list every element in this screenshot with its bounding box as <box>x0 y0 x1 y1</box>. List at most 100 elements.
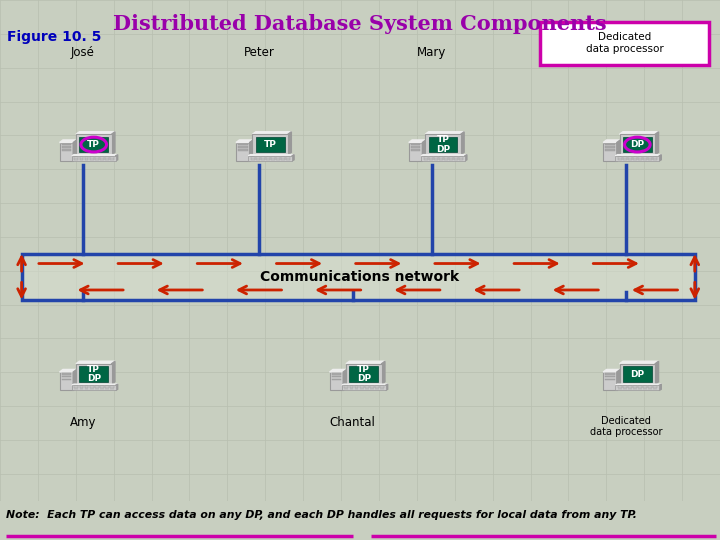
FancyBboxPatch shape <box>84 157 89 158</box>
FancyBboxPatch shape <box>633 157 637 158</box>
FancyBboxPatch shape <box>76 364 112 384</box>
FancyBboxPatch shape <box>330 372 343 390</box>
FancyBboxPatch shape <box>459 157 463 158</box>
Polygon shape <box>60 140 76 143</box>
FancyBboxPatch shape <box>94 388 99 389</box>
Text: DP: DP <box>630 140 644 149</box>
FancyBboxPatch shape <box>454 158 458 159</box>
FancyBboxPatch shape <box>79 158 84 159</box>
FancyBboxPatch shape <box>643 388 647 389</box>
FancyBboxPatch shape <box>84 159 89 160</box>
FancyBboxPatch shape <box>109 159 114 160</box>
FancyBboxPatch shape <box>354 387 359 388</box>
FancyBboxPatch shape <box>62 144 71 145</box>
Polygon shape <box>603 140 620 143</box>
FancyBboxPatch shape <box>369 387 374 388</box>
FancyBboxPatch shape <box>74 158 78 159</box>
Text: Amy: Amy <box>70 416 96 429</box>
FancyBboxPatch shape <box>428 158 433 159</box>
Polygon shape <box>292 154 294 161</box>
FancyBboxPatch shape <box>444 158 448 159</box>
FancyBboxPatch shape <box>276 157 280 158</box>
Polygon shape <box>620 361 659 364</box>
FancyBboxPatch shape <box>0 501 720 540</box>
FancyBboxPatch shape <box>99 386 104 387</box>
FancyBboxPatch shape <box>276 158 280 159</box>
FancyBboxPatch shape <box>74 387 78 388</box>
Polygon shape <box>346 361 385 364</box>
Polygon shape <box>116 384 117 390</box>
Text: TP: TP <box>87 140 100 149</box>
FancyBboxPatch shape <box>428 159 433 160</box>
Polygon shape <box>76 361 115 364</box>
FancyBboxPatch shape <box>349 366 378 382</box>
FancyBboxPatch shape <box>379 388 384 389</box>
FancyBboxPatch shape <box>540 22 709 65</box>
FancyBboxPatch shape <box>428 137 457 152</box>
FancyBboxPatch shape <box>261 159 265 160</box>
FancyBboxPatch shape <box>423 157 428 158</box>
FancyBboxPatch shape <box>628 159 632 160</box>
FancyBboxPatch shape <box>261 157 265 158</box>
FancyBboxPatch shape <box>332 376 341 377</box>
FancyBboxPatch shape <box>104 159 109 160</box>
FancyBboxPatch shape <box>379 387 384 388</box>
Text: TP
DP: TP DP <box>356 364 371 383</box>
FancyBboxPatch shape <box>616 386 660 390</box>
FancyBboxPatch shape <box>79 386 84 387</box>
FancyBboxPatch shape <box>344 387 348 388</box>
FancyBboxPatch shape <box>438 159 443 160</box>
FancyBboxPatch shape <box>618 387 622 388</box>
FancyBboxPatch shape <box>109 387 114 388</box>
FancyBboxPatch shape <box>286 157 290 158</box>
FancyBboxPatch shape <box>238 146 248 148</box>
FancyBboxPatch shape <box>60 143 73 161</box>
FancyBboxPatch shape <box>344 388 348 389</box>
FancyBboxPatch shape <box>286 159 290 160</box>
FancyBboxPatch shape <box>84 158 89 159</box>
FancyBboxPatch shape <box>618 157 622 158</box>
FancyBboxPatch shape <box>643 157 647 158</box>
FancyBboxPatch shape <box>623 158 627 159</box>
FancyBboxPatch shape <box>653 159 657 160</box>
Polygon shape <box>409 140 426 143</box>
FancyBboxPatch shape <box>620 364 655 384</box>
FancyBboxPatch shape <box>653 388 657 389</box>
Polygon shape <box>660 384 661 390</box>
FancyBboxPatch shape <box>423 159 428 160</box>
FancyBboxPatch shape <box>648 158 652 159</box>
Polygon shape <box>73 369 76 390</box>
FancyBboxPatch shape <box>251 158 255 159</box>
FancyBboxPatch shape <box>266 159 270 160</box>
FancyBboxPatch shape <box>354 388 359 389</box>
Polygon shape <box>616 384 661 386</box>
Polygon shape <box>425 132 464 134</box>
FancyBboxPatch shape <box>643 387 647 388</box>
FancyBboxPatch shape <box>359 387 364 388</box>
FancyBboxPatch shape <box>99 388 104 389</box>
Text: Note:  Each TP can access data on any DP, and each DP handles all requests for l: Note: Each TP can access data on any DP,… <box>6 510 636 521</box>
Polygon shape <box>288 132 292 155</box>
Text: Dedicated
data processor: Dedicated data processor <box>590 416 662 437</box>
FancyBboxPatch shape <box>286 158 290 159</box>
Text: TP
DP: TP DP <box>436 135 450 154</box>
FancyBboxPatch shape <box>454 157 458 158</box>
Text: José: José <box>71 46 95 59</box>
Polygon shape <box>655 132 659 155</box>
Polygon shape <box>112 361 115 384</box>
Polygon shape <box>250 140 253 161</box>
FancyBboxPatch shape <box>421 156 465 161</box>
Text: TP
DP: TP DP <box>86 364 101 383</box>
FancyBboxPatch shape <box>364 387 369 388</box>
FancyBboxPatch shape <box>99 157 104 158</box>
Text: TP: TP <box>264 140 276 149</box>
FancyBboxPatch shape <box>256 137 284 152</box>
FancyBboxPatch shape <box>623 159 627 160</box>
FancyBboxPatch shape <box>638 387 642 388</box>
FancyBboxPatch shape <box>623 137 652 152</box>
FancyBboxPatch shape <box>359 388 364 389</box>
Polygon shape <box>620 132 659 134</box>
Polygon shape <box>22 254 695 300</box>
FancyBboxPatch shape <box>238 149 248 151</box>
FancyBboxPatch shape <box>449 157 453 158</box>
